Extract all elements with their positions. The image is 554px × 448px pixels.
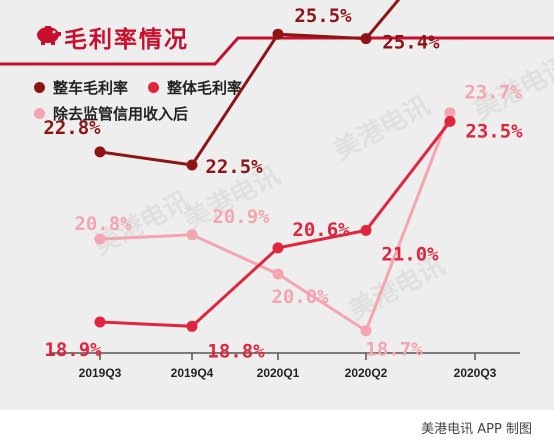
x-tick-label: 2019Q3 bbox=[79, 366, 122, 380]
data-point bbox=[94, 316, 106, 328]
data-label: 23.5% bbox=[465, 120, 523, 142]
data-point bbox=[444, 107, 456, 119]
data-label: 20.8% bbox=[74, 213, 132, 235]
series-line bbox=[99, 0, 401, 167]
piggy-bank-icon bbox=[37, 26, 61, 45]
legend-label: 整车毛利率 bbox=[53, 78, 129, 97]
data-point bbox=[272, 268, 284, 280]
data-label: 22.5% bbox=[205, 156, 263, 178]
data-label: 18.9% bbox=[44, 339, 102, 361]
data-label: 18.7% bbox=[365, 339, 423, 361]
data-point bbox=[94, 233, 106, 245]
data-label: 25.5% bbox=[294, 5, 352, 27]
data-point bbox=[360, 325, 372, 337]
data-label: 18.8% bbox=[207, 340, 265, 362]
data-label: 25.4% bbox=[382, 32, 440, 54]
data-label: 22.8% bbox=[43, 117, 101, 139]
legend-item-ex-credit-margin: 除去监管信用收入后 bbox=[34, 103, 188, 124]
chart-title: 毛利率情况 bbox=[64, 27, 189, 53]
x-tick-label: 2020Q3 bbox=[454, 366, 497, 380]
legend-dot bbox=[34, 107, 45, 119]
data-label: 20.6% bbox=[292, 219, 350, 241]
legend-dot bbox=[148, 81, 160, 93]
x-tick-label: 2020Q2 bbox=[345, 366, 388, 380]
data-label: 20.9% bbox=[212, 206, 270, 228]
title-banner bbox=[0, 36, 554, 66]
watermark-text: 美港电讯 bbox=[329, 90, 435, 166]
data-label: 21.0% bbox=[381, 243, 439, 265]
legend-label: 整体毛利率 bbox=[167, 78, 243, 97]
legend-dot bbox=[34, 81, 45, 93]
chart-panel bbox=[0, 0, 554, 410]
legend: 整车毛利率 整体毛利率 除去监管信用收入后 bbox=[34, 74, 262, 126]
data-point bbox=[186, 159, 198, 171]
data-point bbox=[272, 28, 284, 40]
credit-text: 美港电讯 APP 制图 bbox=[421, 422, 532, 437]
data-point bbox=[186, 320, 198, 332]
data-label: 23.7% bbox=[464, 82, 522, 104]
legend-item-vehicle-margin: 整车毛利率 bbox=[34, 77, 128, 98]
data-label: 20.0% bbox=[271, 286, 329, 308]
data-point bbox=[186, 229, 198, 241]
x-tick-label: 2019Q4 bbox=[171, 366, 214, 380]
data-point bbox=[360, 224, 372, 236]
data-point bbox=[94, 146, 106, 158]
legend-label: 除去监管信用收入后 bbox=[53, 104, 189, 123]
data-point bbox=[444, 115, 456, 127]
data-point bbox=[360, 33, 372, 45]
legend-item-overall-margin: 整体毛利率 bbox=[148, 77, 242, 98]
x-tick-label: 2020Q1 bbox=[257, 366, 300, 380]
data-point bbox=[272, 242, 284, 254]
